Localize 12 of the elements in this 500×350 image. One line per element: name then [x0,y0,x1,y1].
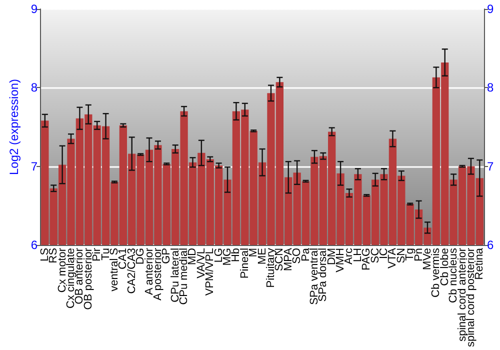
y-tick-label: 6 [30,238,38,252]
x-tick-label: Tg [404,248,416,261]
y-tick-label: 7 [30,159,38,174]
y-tick-label: 8 [30,80,38,95]
y2-tick-label: 9 [487,2,494,16]
y2-tick-label: 7 [487,159,494,174]
x-tick-label: OB posterior [82,248,94,310]
y2-tick-label: 8 [487,80,494,95]
x-tick-label: A posterior [152,248,164,301]
y-tick-label: 9 [30,2,38,16]
y-axis-title: Log2 (expression) [7,78,21,176]
y2-tick-label: 6 [487,238,494,252]
